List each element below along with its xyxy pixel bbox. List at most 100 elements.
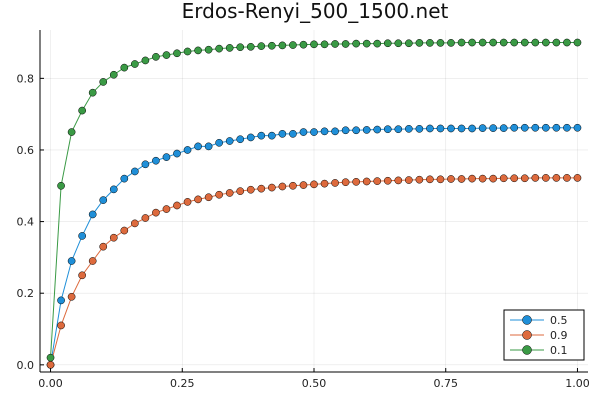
data-point	[278, 41, 287, 50]
data-point	[468, 38, 476, 47]
data-point	[67, 292, 76, 301]
y-tick-label: 0.0	[17, 359, 35, 372]
data-point	[57, 321, 65, 330]
data-point	[373, 39, 382, 48]
data-point	[130, 219, 139, 228]
series-0-5	[46, 123, 582, 369]
data-point	[173, 201, 181, 210]
data-point	[120, 174, 129, 183]
data-point	[352, 177, 361, 186]
data-point	[352, 126, 361, 135]
data-point	[362, 39, 371, 48]
legend-item: 0.9	[510, 329, 568, 342]
data-point	[109, 233, 118, 242]
axes: 0.00 0.25 0.50 0.75 1.00 0.0 0.2 0.4 0.6 0.8	[17, 30, 590, 390]
series-0-1	[46, 38, 582, 362]
data-point	[531, 38, 540, 47]
legend-label: 0.9	[550, 329, 568, 342]
data-point	[162, 51, 171, 59]
x-tick-label: 0.00	[38, 377, 63, 390]
data-point	[436, 124, 445, 133]
data-point	[299, 181, 308, 189]
data-point	[204, 193, 213, 202]
data-point	[383, 39, 392, 48]
data-point	[531, 123, 540, 132]
data-point	[563, 174, 571, 182]
data-point	[457, 124, 466, 133]
data-point	[278, 182, 287, 191]
data-point	[236, 43, 245, 52]
data-point	[447, 175, 455, 183]
data-point	[310, 128, 318, 136]
data-point	[415, 124, 424, 133]
chart-title: Erdos-Renyi_500_1500.net	[182, 0, 449, 23]
data-point	[415, 175, 424, 184]
data-point	[478, 174, 487, 183]
data-point	[99, 242, 108, 251]
legend-label: 0.5	[550, 314, 568, 327]
grid	[40, 30, 588, 372]
data-point	[489, 174, 498, 183]
data-point	[152, 156, 160, 165]
y-tick-label: 0.8	[17, 72, 35, 85]
data-point	[520, 123, 529, 132]
data-point	[257, 42, 266, 50]
data-point	[573, 174, 582, 182]
data-point	[78, 271, 87, 280]
data-point	[257, 184, 266, 193]
data-point	[447, 124, 455, 133]
data-point	[468, 124, 476, 133]
legend: 0.5 0.9 0.1	[503, 309, 585, 361]
data-point	[246, 42, 255, 51]
legend-item: 0.5	[510, 314, 568, 327]
data-point	[67, 128, 76, 136]
series-group	[46, 38, 582, 369]
data-point	[341, 40, 350, 48]
data-point	[267, 131, 276, 140]
data-point	[109, 70, 118, 79]
data-point	[173, 49, 181, 58]
legend-item: 0.1	[510, 344, 568, 357]
data-point	[141, 214, 150, 222]
data-point	[499, 174, 508, 183]
data-point	[120, 226, 129, 235]
data-point	[278, 130, 287, 138]
legend-label: 0.1	[550, 344, 568, 357]
data-point	[362, 177, 371, 186]
data-point	[162, 153, 171, 161]
data-point	[552, 123, 561, 132]
x-tick-label: 0.50	[302, 377, 327, 390]
data-point	[236, 187, 245, 196]
data-point	[426, 39, 434, 47]
data-point	[225, 44, 234, 52]
data-point	[78, 232, 87, 240]
data-point	[552, 174, 561, 182]
data-point	[99, 196, 108, 204]
data-point	[67, 257, 76, 265]
data-point	[541, 38, 550, 47]
data-point	[162, 205, 171, 213]
data-point	[394, 125, 403, 134]
data-point	[267, 41, 276, 50]
data-point	[541, 123, 550, 132]
data-point	[310, 180, 318, 189]
data-point	[246, 133, 255, 142]
data-point	[310, 40, 318, 49]
legend-marker	[522, 315, 532, 325]
data-point	[289, 41, 297, 49]
data-point	[194, 46, 202, 55]
data-point	[341, 126, 350, 135]
data-point	[46, 353, 55, 362]
data-point	[499, 38, 508, 47]
data-point	[246, 185, 255, 194]
data-point	[320, 179, 329, 188]
data-point	[362, 126, 371, 134]
data-point	[78, 106, 87, 115]
data-point	[236, 135, 245, 144]
data-point	[194, 195, 202, 204]
data-point	[289, 181, 297, 190]
data-point	[541, 174, 550, 182]
data-point	[436, 175, 445, 184]
data-point	[194, 142, 202, 151]
